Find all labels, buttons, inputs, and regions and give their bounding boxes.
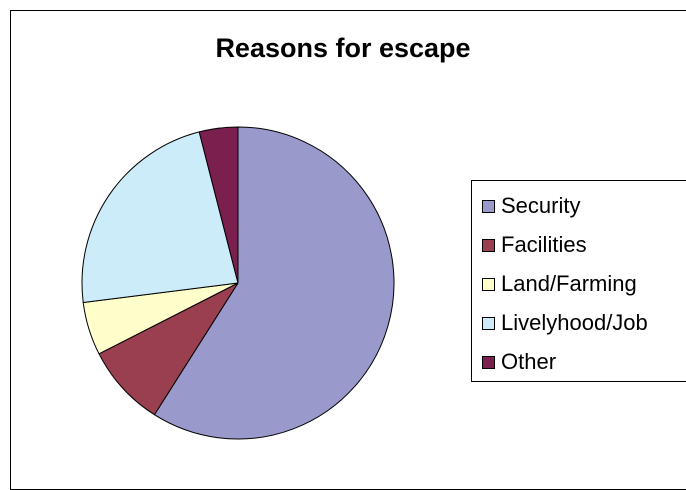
legend-swatch-security (482, 199, 495, 213)
legend-label-land-farming: Land/Farming (501, 271, 637, 296)
chart-title: Reasons for escape (215, 33, 471, 63)
pie-chart (81, 126, 395, 440)
legend-item-land-farming: Land/Farming (482, 269, 637, 299)
pie-slice-facilities (98, 282, 239, 416)
pie-slice-security (153, 126, 395, 440)
legend-item-other: Other (482, 347, 556, 377)
legend-label-livelyhood-job: Livelyhood/Job (501, 310, 648, 335)
legend-swatch-land-farming (482, 277, 495, 291)
legend: Security Facilities Land/Farming Livelyhood… (471, 180, 686, 382)
pie-slice-other (198, 126, 239, 284)
pie-slices (81, 126, 395, 440)
legend-swatch-facilities (482, 238, 495, 252)
legend-swatch-livelyhood-job (482, 316, 495, 330)
legend-item-security: Security (482, 191, 580, 221)
legend-swatch-other (482, 355, 495, 369)
legend-item-facilities: Facilities (482, 230, 587, 260)
pie-slice-livelyhood-job (81, 131, 239, 304)
legend-item-livelyhood-job: Livelyhood/Job (482, 308, 648, 338)
legend-label-security: Security (501, 193, 581, 218)
legend-label-other: Other (501, 349, 557, 374)
legend-label-facilities: Facilities (501, 232, 587, 257)
